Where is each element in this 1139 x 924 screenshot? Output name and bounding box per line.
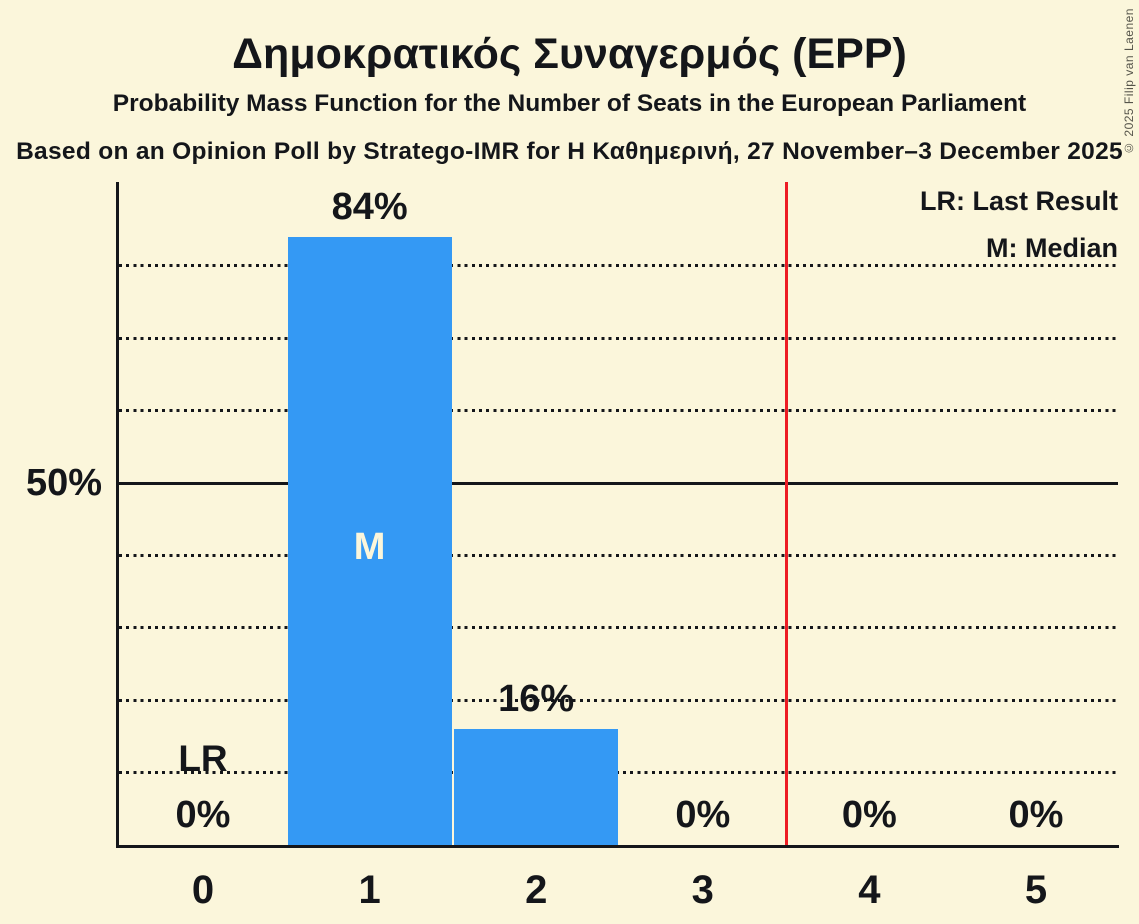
x-tick-label-0: 0 bbox=[191, 868, 215, 912]
bar-value-label-4: 0% bbox=[841, 794, 897, 836]
bar-value-label-3: 0% bbox=[675, 794, 731, 836]
gridline-40pct bbox=[119, 553, 1118, 557]
x-tick-label-2: 2 bbox=[525, 868, 548, 912]
x-tick-label-1: 1 bbox=[358, 868, 381, 912]
bar-value-label-1: 84% bbox=[331, 185, 408, 228]
bar-value-label-2: 16% bbox=[498, 678, 575, 721]
chart-subtitle: Probability Mass Function for the Number… bbox=[112, 90, 1027, 117]
gridline-80pct bbox=[119, 264, 1118, 268]
last-result-marker-label: LR bbox=[178, 738, 228, 779]
gridline-30pct bbox=[119, 626, 1118, 630]
x-tick-label-5: 5 bbox=[1024, 868, 1048, 912]
copyright-notice: © 2025 Filip van Laenen bbox=[1122, 8, 1136, 155]
x-tick-label-3: 3 bbox=[691, 868, 714, 912]
gridline-70pct bbox=[119, 336, 1118, 340]
x-axis-line bbox=[116, 845, 1119, 848]
bar-seats-1 bbox=[287, 236, 452, 845]
chart-title: Δημοκρατικός Συναγερμός (EPP) bbox=[232, 30, 907, 78]
bar-value-label-0: 0% bbox=[175, 794, 231, 836]
median-marker-label: M bbox=[353, 526, 386, 568]
gridline-20pct bbox=[119, 698, 1118, 702]
gridline-10pct bbox=[119, 771, 1118, 775]
y-axis-50pct-label: 50% bbox=[25, 462, 102, 504]
bar-value-label-5: 0% bbox=[1008, 794, 1064, 836]
x-tick-label-4: 4 bbox=[858, 868, 881, 912]
red-reference-line bbox=[784, 182, 788, 845]
gridline-50pct bbox=[119, 481, 1118, 485]
legend-median: M: Median bbox=[986, 233, 1118, 263]
gridline-60pct bbox=[119, 409, 1118, 413]
bar-seats-2 bbox=[454, 729, 619, 845]
legend-last-result: LR: Last Result bbox=[919, 186, 1118, 216]
chart-source-line: Based on an Opinion Poll by Stratego-IMR… bbox=[16, 138, 1123, 165]
y-axis-line bbox=[116, 182, 119, 848]
